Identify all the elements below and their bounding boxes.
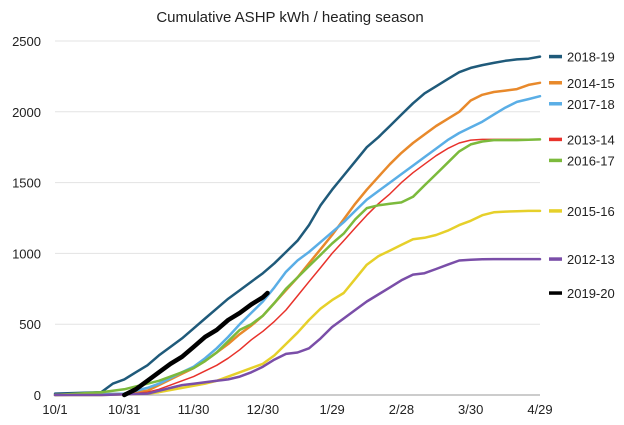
x-tick-label: 11/30	[178, 402, 210, 417]
legend-label: 2014-15	[567, 76, 615, 91]
x-axis-tick-labels: 10/1 10/31 11/30 12/30 1/29 2/28 3/30 4/29	[42, 402, 552, 417]
legend-label: 2012-13	[567, 252, 615, 267]
y-tick-label: 1000	[12, 246, 41, 261]
x-tick-label: 1/29	[319, 402, 344, 417]
chart-title: Cumulative ASHP kWh / heating season	[156, 9, 423, 26]
legend-label: 2016-17	[567, 153, 615, 168]
series-line-2012-13	[53, 257, 542, 397]
series-line-2015-16	[53, 209, 542, 397]
series-line-2018-19	[53, 55, 542, 395]
y-tick-label: 2500	[12, 34, 41, 49]
legend-label: 2019-20	[567, 286, 615, 301]
series-lines	[53, 55, 542, 398]
y-tick-label: 500	[19, 317, 41, 332]
x-tick-label: 3/30	[458, 402, 483, 417]
legend-label: 2015-16	[567, 204, 615, 219]
gridlines	[55, 40, 540, 396]
x-tick-label: 12/30	[247, 402, 280, 417]
y-axis-tick-labels: 0 500 1000 1500 2000 2500	[12, 34, 41, 403]
x-tick-label: 10/1	[42, 402, 67, 417]
legend: 2018-19 2014-15 2017-18 2013-14 2016-17 2015-…	[549, 50, 615, 301]
x-tick-label: 2/28	[389, 402, 414, 417]
y-tick-label: 0	[34, 388, 41, 403]
x-tick-label: 10/31	[108, 402, 141, 417]
legend-label: 2018-19	[567, 50, 615, 65]
series-line-2016-17	[53, 138, 542, 397]
series-line-2019-20	[122, 290, 270, 398]
y-tick-label: 2000	[12, 105, 41, 120]
legend-label: 2017-18	[567, 97, 615, 112]
x-tick-label: 4/29	[527, 402, 552, 417]
series-line-2013-14	[54, 138, 541, 396]
y-tick-label: 1500	[12, 176, 41, 191]
legend-label: 2013-14	[567, 132, 615, 147]
